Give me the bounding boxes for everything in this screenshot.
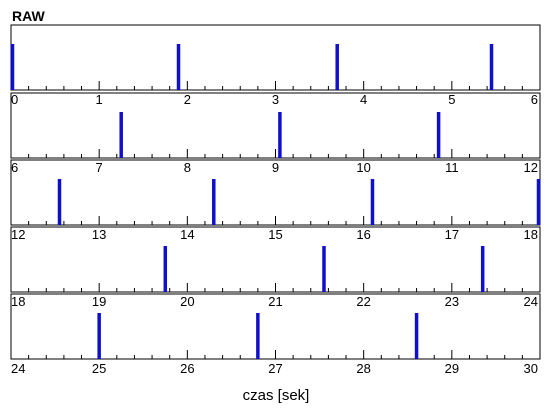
tick-label: 24 — [11, 361, 25, 376]
tick-label: 23 — [445, 294, 459, 309]
tick-label: 8 — [184, 160, 191, 175]
panel-4: 18 19 20 21 22 23 24 — [10, 226, 541, 309]
tick-label: 12 — [524, 160, 538, 175]
tick-label: 29 — [445, 361, 459, 376]
panel-frame — [10, 24, 541, 91]
tick-label: 21 — [268, 294, 282, 309]
tick-label: 10 — [356, 160, 370, 175]
tick-label: 16 — [356, 227, 370, 242]
tick-label: 7 — [96, 160, 103, 175]
panel-3: 12 13 14 15 16 17 18 — [10, 159, 541, 242]
tick-label: 0 — [11, 92, 18, 107]
tick-label: 14 — [180, 227, 194, 242]
tick-label: 26 — [180, 361, 194, 376]
tick-label: 4 — [360, 92, 367, 107]
tick-label: 6 — [531, 92, 538, 107]
tick-label: 18 — [11, 294, 25, 309]
tick-label: 18 — [524, 227, 538, 242]
tick-label: 19 — [92, 294, 106, 309]
tick-label: 11 — [445, 160, 459, 175]
tick-label: 1 — [96, 92, 103, 107]
tick-label: 25 — [92, 361, 106, 376]
panel-1: 0 1 2 3 4 5 6 — [10, 24, 541, 107]
tick-label: 15 — [268, 227, 282, 242]
chart-title: RAW — [12, 8, 45, 24]
tick-label: 22 — [356, 294, 370, 309]
tick-label: 30 — [524, 361, 538, 376]
tick-label: 9 — [272, 160, 279, 175]
tick-label: 5 — [448, 92, 455, 107]
panel-5: 24 25 26 27 28 29 30 — [10, 293, 541, 376]
tick-label: 6 — [11, 160, 18, 175]
tick-label: 24 — [524, 294, 538, 309]
tick-label: 13 — [92, 227, 106, 242]
tick-label: 2 — [184, 92, 191, 107]
tick-label: 20 — [180, 294, 194, 309]
x-axis-label: czas [sek] — [243, 387, 310, 404]
tick-label: 12 — [11, 227, 25, 242]
panel-2: 6 7 8 9 10 11 12 — [10, 92, 541, 175]
tick-label: 27 — [268, 361, 282, 376]
tick-label: 17 — [445, 227, 459, 242]
tick-label: 3 — [272, 92, 279, 107]
tick-label: 28 — [356, 361, 370, 376]
